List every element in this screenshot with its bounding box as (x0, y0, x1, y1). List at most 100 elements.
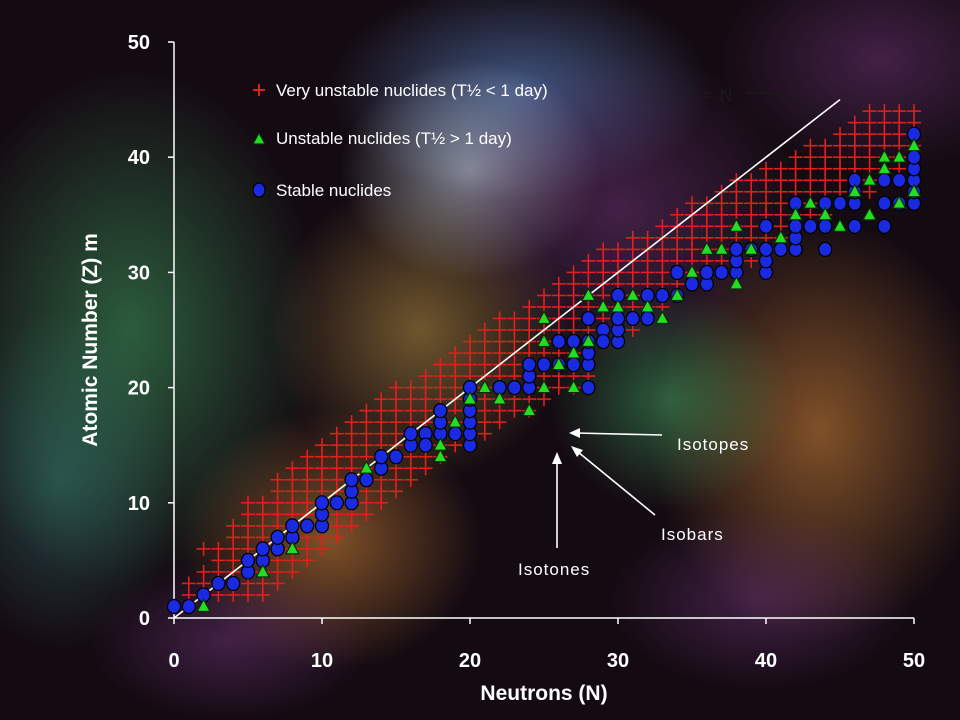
stable-point (847, 218, 862, 234)
unstable-point (551, 356, 567, 371)
very-unstable-point (551, 276, 566, 291)
very-unstable-point (818, 138, 833, 153)
y-tick-label: 0 (139, 608, 150, 630)
stable-point (892, 172, 907, 188)
very-unstable-point (759, 161, 773, 176)
unstable-point (610, 298, 626, 313)
very-unstable-point (211, 541, 226, 556)
very-unstable-point (196, 564, 211, 579)
y-tick-label: 50 (128, 32, 150, 54)
very-unstable-point (241, 495, 255, 510)
unstable-point (462, 390, 478, 405)
unstable-point (477, 379, 493, 394)
very-unstable-point (611, 242, 625, 257)
stable-point (655, 287, 670, 304)
annotation-isotopes-label: Isotopes (677, 435, 749, 454)
stable-point (270, 529, 285, 545)
unstable-point (536, 333, 552, 348)
unstable-point (492, 390, 508, 405)
x-tick-label: 20 (459, 650, 481, 672)
stable-point (285, 518, 300, 534)
unstable-point (284, 540, 300, 555)
stable-point (877, 195, 892, 211)
very-unstable-point (670, 207, 685, 222)
stable-point (240, 552, 256, 569)
stable-point (314, 495, 330, 511)
stable-point (773, 241, 788, 257)
legend-label-stable: Stable nuclides (276, 181, 391, 200)
stable-point (418, 437, 433, 453)
very-unstable-point (255, 495, 270, 510)
stable-point (803, 218, 818, 234)
very-unstable-point (833, 127, 847, 142)
very-unstable-point (685, 196, 699, 211)
stable-point (818, 218, 833, 234)
annotation-isotones-label: Isotones (518, 560, 590, 579)
x-tick-label: 30 (607, 650, 629, 672)
stable-point (344, 472, 359, 488)
unstable-point (773, 229, 789, 244)
very-unstable-point (285, 461, 300, 476)
very-unstable-point (566, 265, 581, 280)
stable-point (255, 541, 270, 557)
stable-point (596, 333, 611, 350)
unstable-point (699, 241, 715, 255)
very-unstable-point (640, 230, 655, 245)
very-unstable-point (359, 403, 374, 418)
stable-point (670, 264, 685, 280)
unstable-point (432, 436, 448, 451)
unstable-point (255, 563, 271, 578)
unstable-point (196, 598, 212, 613)
very-unstable-point (492, 311, 507, 326)
stable-point (300, 518, 315, 534)
stable-point (536, 356, 552, 373)
very-unstable-point (655, 219, 670, 234)
legend-label-unstable: Unstable nuclides (T½ > 1 day) (276, 129, 512, 148)
unstable-point (640, 298, 656, 313)
stable-point (448, 426, 463, 442)
very-unstable-point (344, 415, 359, 430)
stable-point (610, 310, 626, 327)
x-tick-label: 50 (903, 650, 925, 672)
very-unstable-point (507, 311, 522, 326)
very-unstable-point (744, 173, 759, 188)
stable-point (906, 149, 922, 165)
very-unstable-point (463, 334, 477, 349)
stable-point (581, 310, 596, 327)
stable-point (729, 241, 744, 257)
unstable-point (358, 459, 374, 474)
very-unstable-point (625, 230, 640, 245)
y-axis-title: Atomic Number (Z) m (79, 233, 102, 447)
very-unstable-point (300, 449, 315, 464)
stable-point (758, 241, 774, 257)
stable-point (699, 264, 714, 280)
unstable-point (521, 402, 537, 417)
very-unstable-point (418, 369, 433, 384)
unstable-point (876, 160, 892, 175)
annotation-isotones: Isotones (518, 452, 590, 579)
very-unstable-point (315, 438, 329, 453)
very-unstable-point (181, 576, 196, 591)
y-tick-label: 20 (128, 378, 150, 400)
x-tick-label: 0 (168, 650, 179, 672)
unstable-point (906, 137, 922, 152)
stable-point (166, 598, 182, 615)
stable-point (818, 241, 833, 257)
unstable-point (906, 183, 922, 198)
stable-point (877, 218, 892, 234)
unstable-point (580, 333, 596, 348)
very-unstable-point (581, 253, 596, 268)
annotation-isobars-label: Isobars (661, 525, 724, 544)
x-tick-label: 10 (311, 650, 333, 672)
legend-label-very-unstable: Very unstable nuclides (T½ < 1 day) (276, 81, 548, 100)
stable-point (507, 380, 522, 396)
stable-point (433, 403, 448, 419)
stable-point (403, 426, 418, 442)
very-unstable-point (389, 380, 403, 395)
y-tick-label: 30 (128, 262, 150, 284)
y-tick-group: 0 10 20 30 40 50 (128, 32, 174, 630)
legend-plus-icon (253, 84, 265, 96)
very-unstable-point (196, 541, 211, 556)
